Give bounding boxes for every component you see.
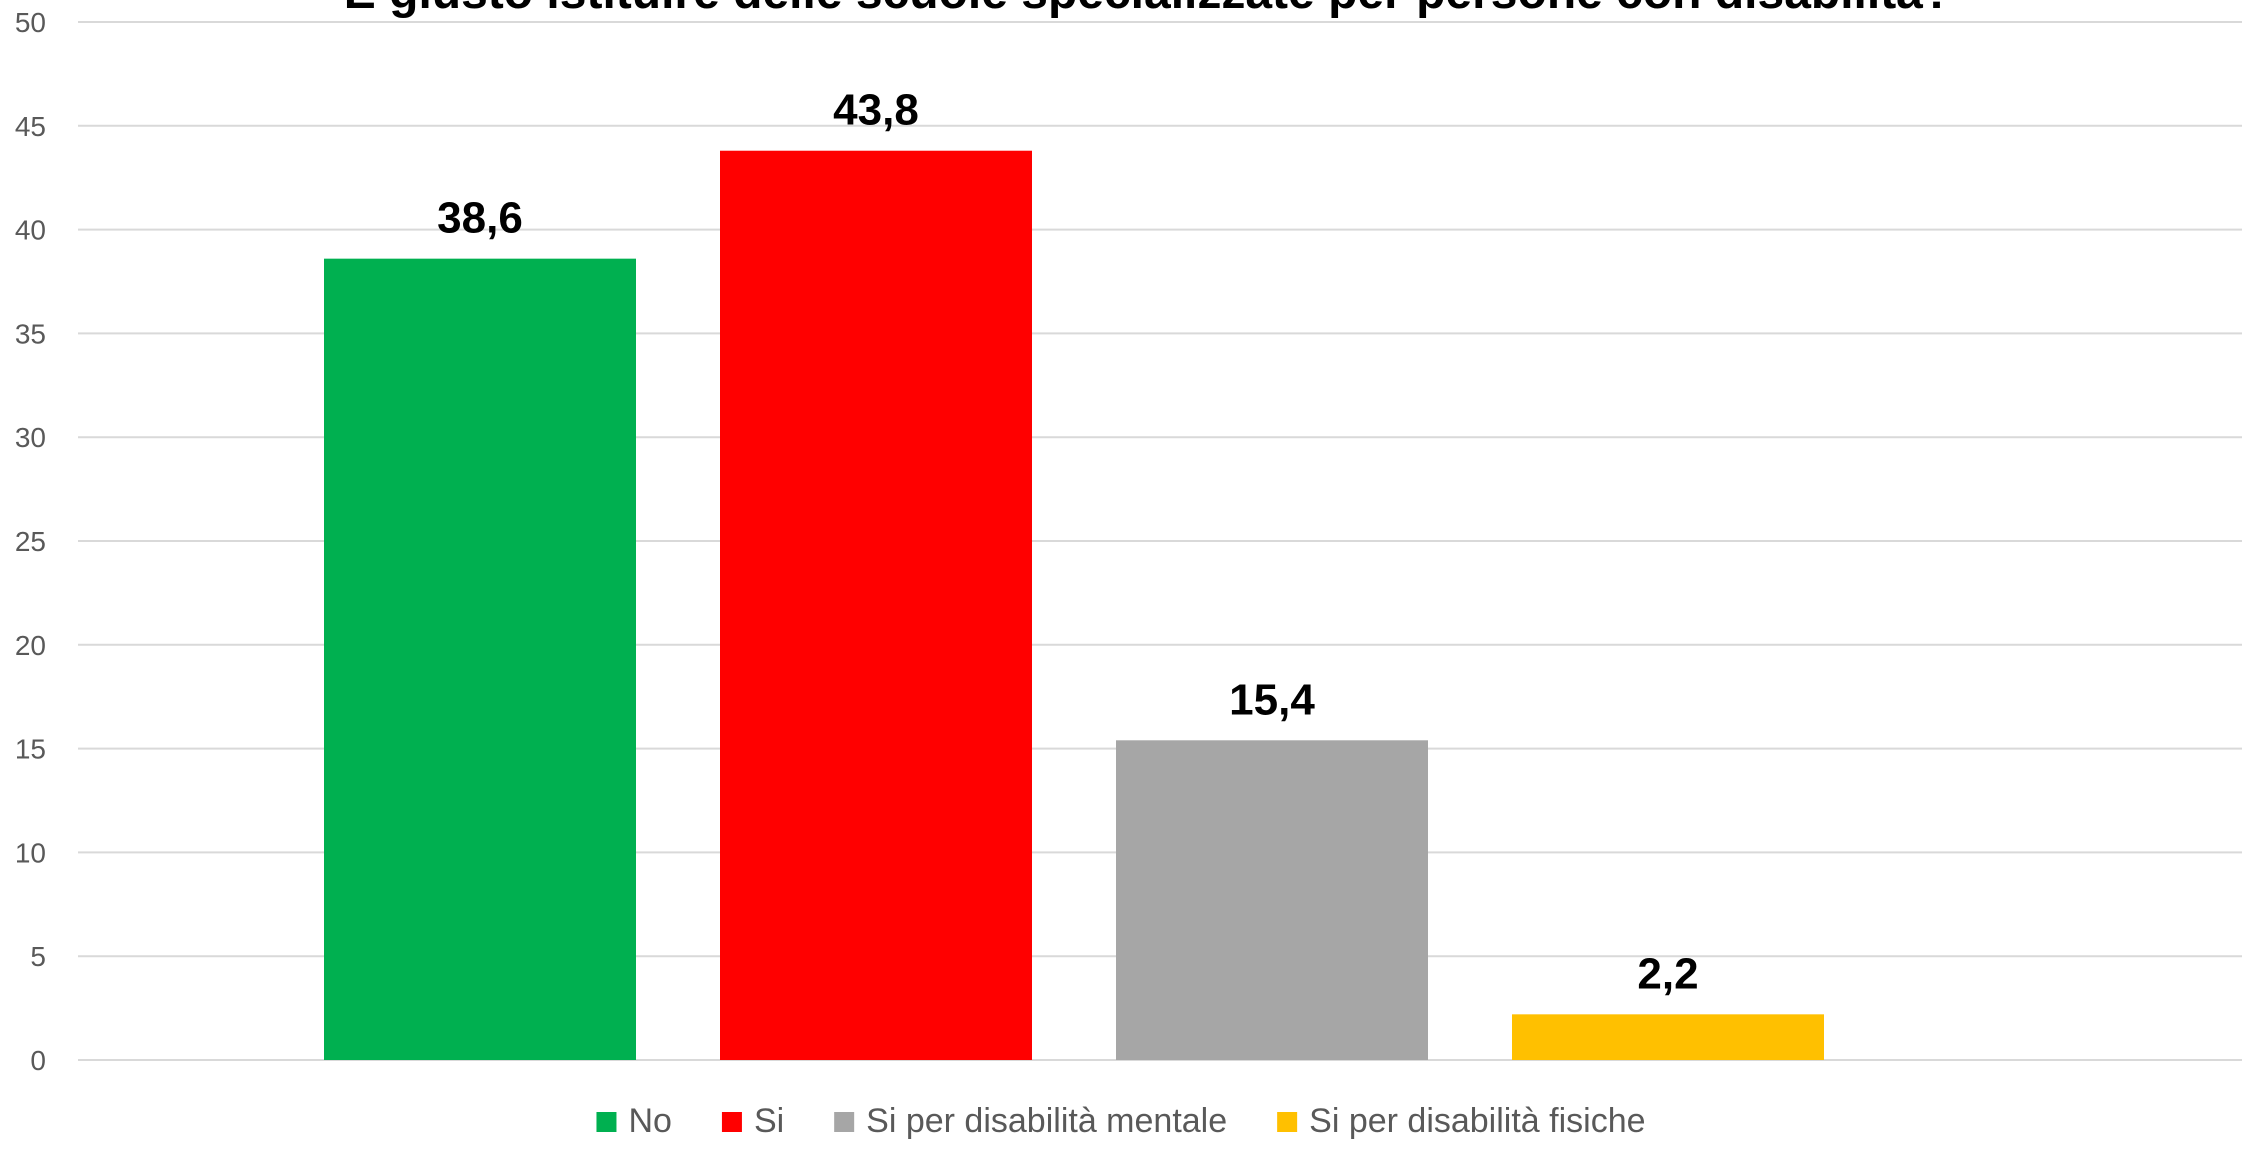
y-tick-label: 20 [15, 630, 46, 661]
data-label: 43,8 [833, 86, 919, 135]
legend-label: Si per disabilità mentale [866, 1102, 1227, 1140]
bar-2 [720, 150, 1032, 1060]
legend-swatch [1277, 1112, 1298, 1132]
data-labels: 38,6 43,8 15,4 2,2 [437, 86, 1698, 999]
y-tick-label: 25 [15, 526, 46, 557]
bar-4 [1512, 1014, 1824, 1060]
legend-swatch [834, 1112, 855, 1132]
y-tick-label: 15 [15, 734, 46, 765]
y-tick-label: 10 [15, 837, 46, 868]
bar-3 [1116, 740, 1428, 1060]
legend-label: Si per disabilità fisiche [1309, 1102, 1645, 1140]
y-tick-label: 0 [30, 1045, 46, 1076]
y-tick-label: 30 [15, 422, 46, 453]
data-label: 2,2 [1637, 949, 1698, 998]
data-label: 15,4 [1229, 675, 1315, 724]
legend: No Si Si per disabilità mentale Si per disa… [596, 1102, 1646, 1140]
bars [324, 150, 1824, 1060]
legend-label: No [628, 1102, 671, 1140]
legend-item: Si [721, 1102, 784, 1140]
bar-1 [324, 258, 636, 1060]
y-tick-label: 40 [15, 215, 46, 246]
legend-label: Si [754, 1102, 784, 1140]
legend-item: No [596, 1102, 672, 1140]
y-tick-label: 35 [15, 318, 46, 349]
legend-item: Si per disabilità mentale [834, 1102, 1227, 1140]
legend-swatch [596, 1112, 617, 1132]
y-axis-tick-labels: 0 5 10 15 20 25 30 35 40 45 50 [15, 7, 46, 1076]
data-label: 38,6 [437, 194, 523, 243]
legend-swatch [721, 1112, 742, 1132]
y-tick-label: 45 [15, 111, 46, 142]
y-tick-label: 5 [30, 941, 46, 972]
chart-title: È giusto istituire delle scuole speciali… [344, 0, 1952, 19]
y-tick-label: 50 [15, 7, 46, 38]
legend-item: Si per disabilità fisiche [1277, 1102, 1646, 1140]
